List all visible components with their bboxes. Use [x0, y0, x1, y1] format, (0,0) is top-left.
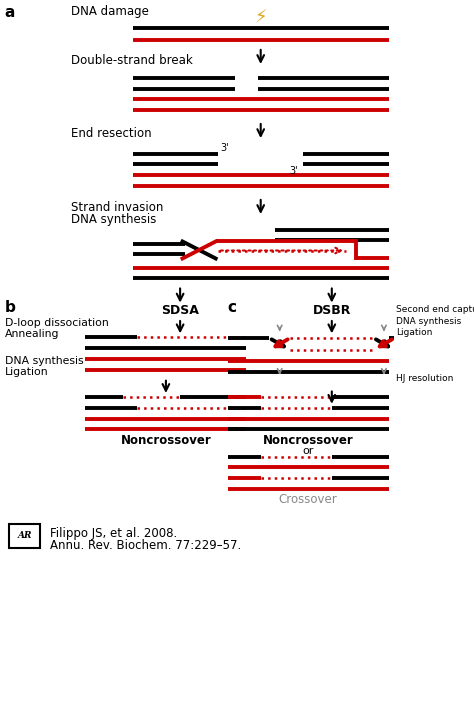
Text: Second end capture: Second end capture [396, 305, 474, 315]
Text: Annu. Rev. Biochem. 77:229–57.: Annu. Rev. Biochem. 77:229–57. [50, 539, 241, 552]
Text: DNA damage: DNA damage [71, 5, 149, 18]
Text: ⚡: ⚡ [255, 9, 267, 27]
Text: 3': 3' [289, 166, 298, 176]
Text: Noncrossover: Noncrossover [120, 434, 211, 447]
Text: DNA synthesis: DNA synthesis [5, 356, 83, 366]
Text: AR: AR [18, 531, 32, 540]
Text: DNA synthesis: DNA synthesis [396, 317, 461, 326]
Text: or: or [302, 446, 314, 456]
Bar [9, 524, 40, 548]
Text: Noncrossover: Noncrossover [263, 434, 354, 447]
Text: b: b [5, 300, 16, 315]
Text: End resection: End resection [71, 127, 152, 140]
Text: a: a [5, 5, 15, 20]
Text: Double-strand break: Double-strand break [71, 54, 193, 67]
Text: Ligation: Ligation [5, 367, 48, 377]
Text: Crossover: Crossover [279, 493, 337, 506]
Text: DNA synthesis: DNA synthesis [71, 213, 156, 226]
Text: Strand invasion: Strand invasion [71, 201, 164, 213]
Text: SDSA: SDSA [161, 304, 199, 317]
Text: c: c [228, 300, 237, 315]
Text: 3': 3' [220, 142, 229, 153]
Text: Filippo JS, et al. 2008.: Filippo JS, et al. 2008. [50, 527, 177, 540]
Text: DSBR: DSBR [313, 304, 351, 317]
Text: Annealing: Annealing [5, 329, 59, 339]
Text: Ligation: Ligation [396, 328, 432, 337]
Text: D-loop dissociation: D-loop dissociation [5, 318, 109, 328]
Text: HJ resolution: HJ resolution [396, 375, 453, 383]
